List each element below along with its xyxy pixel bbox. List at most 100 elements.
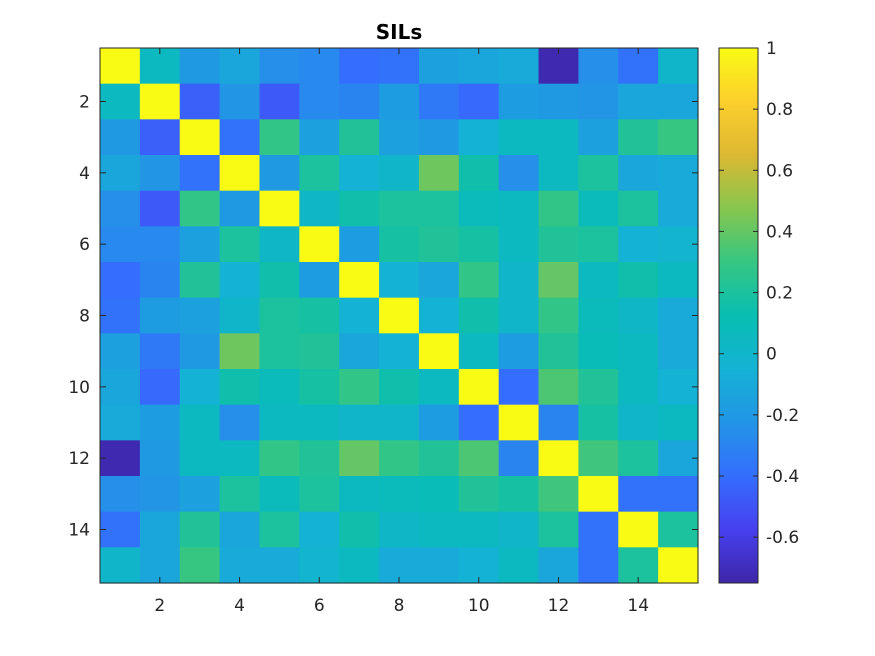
colorbar-tick-label: -0.2 — [766, 406, 799, 426]
heatmap-cell-r6-c13 — [578, 226, 619, 263]
y-tick-label: 14 — [68, 521, 90, 541]
heatmap-cell-r5-c13 — [578, 190, 619, 227]
heatmap-cell-r10-c2 — [139, 369, 181, 406]
heatmap-cell-r10-c12 — [538, 369, 579, 406]
heatmap-cell-r4-c13 — [578, 155, 619, 192]
heatmap-cell-r13-c2 — [139, 476, 181, 513]
heatmap-cell-r13-c3 — [179, 476, 221, 513]
heatmap-cell-r3-c11 — [498, 119, 540, 156]
heatmap-cell-r5-c14 — [618, 190, 659, 227]
heatmap-cell-r12-c1 — [100, 440, 141, 477]
heatmap-cell-r7-c12 — [538, 262, 579, 299]
heatmap-cell-r14-c5 — [259, 511, 300, 548]
heatmap-cell-r5-c4 — [219, 190, 261, 227]
heatmap-cell-r13-c9 — [418, 476, 460, 513]
y-tick-label: 12 — [68, 449, 90, 469]
heatmap-cell-r13-c15 — [658, 476, 699, 513]
heatmap-cell-r7-c9 — [418, 262, 460, 299]
heatmap-cell-r5-c8 — [379, 190, 420, 227]
heatmap-cell-r1-c8 — [379, 48, 420, 85]
heatmap-cell-r10-c4 — [219, 369, 261, 406]
heatmap-cell-r11-c13 — [578, 404, 619, 441]
heatmap-cell-r13-c7 — [339, 476, 380, 513]
heatmap-cell-r7-c13 — [578, 262, 619, 299]
heatmap-cell-r12-c8 — [379, 440, 420, 477]
heatmap-cell-r7-c2 — [139, 262, 181, 299]
heatmap-cell-r13-c14 — [618, 476, 659, 513]
heatmap-cell-r12-c3 — [179, 440, 221, 477]
heatmap-cell-r14-c8 — [379, 511, 420, 548]
heatmap-cell-r2-c14 — [618, 83, 659, 120]
x-tick-label: 4 — [234, 596, 245, 616]
heatmap-cell-r1-c13 — [578, 48, 619, 85]
heatmap-cell-r11-c10 — [458, 404, 500, 441]
heatmap-cell-r4-c5 — [259, 155, 300, 192]
heatmap-cell-r1-c11 — [498, 48, 540, 85]
chart-title: SILs — [376, 20, 423, 44]
heatmap-cell-r14-c9 — [418, 511, 460, 548]
heatmap-cell-r4-c8 — [379, 155, 420, 192]
heatmap-cell-r2-c8 — [379, 83, 420, 120]
heatmap-cell-r10-c11 — [498, 369, 540, 406]
heatmap-cell-r2-c13 — [578, 83, 619, 120]
heatmap-cell-r6-c2 — [139, 226, 181, 263]
heatmap-cell-r1-c10 — [458, 48, 500, 85]
heatmap-cell-r6-c9 — [418, 226, 460, 263]
heatmap-cell-r8-c2 — [139, 297, 181, 334]
heatmap-cell-r14-c12 — [538, 511, 579, 548]
heatmap-cell-r6-c10 — [458, 226, 500, 263]
heatmap-cell-r9-c11 — [498, 333, 540, 370]
heatmap-cell-r4-c10 — [458, 155, 500, 192]
heatmap-cell-r11-c14 — [618, 404, 659, 441]
heatmap-cell-r8-c12 — [538, 297, 579, 334]
heatmap-cell-r5-c1 — [100, 190, 141, 227]
x-tick-label: 8 — [394, 596, 405, 616]
heatmap-cell-r5-c3 — [179, 190, 221, 227]
heatmap-cell-r11-c4 — [219, 404, 261, 441]
heatmap-cell-r9-c8 — [379, 333, 420, 370]
heatmap-cell-r3-c1 — [100, 119, 141, 156]
heatmap-cell-r9-c6 — [299, 333, 340, 370]
heatmap-cell-r13-c13 — [578, 476, 619, 513]
heatmap-cell-r8-c1 — [100, 297, 141, 334]
y-tick-label: 8 — [79, 307, 90, 327]
heatmap-cell-r10-c5 — [259, 369, 300, 406]
heatmap-cell-r12-c4 — [219, 440, 261, 477]
heatmap-cell-r8-c11 — [498, 297, 540, 334]
heatmap-cell-r7-c11 — [498, 262, 540, 299]
heatmap-cell-r8-c5 — [259, 297, 300, 334]
heatmap-cell-r5-c2 — [139, 190, 181, 227]
heatmap-cell-r7-c4 — [219, 262, 261, 299]
heatmap-cell-r7-c8 — [379, 262, 420, 299]
colorbar-tick-label: 0.2 — [766, 284, 793, 304]
heatmap-cell-r14-c3 — [179, 511, 221, 548]
heatmap-cell-r4-c7 — [339, 155, 380, 192]
heatmap-cell-r9-c14 — [618, 333, 659, 370]
x-tick-label: 14 — [627, 596, 649, 616]
heatmap-cell-r10-c13 — [578, 369, 619, 406]
heatmap-cell-r2-c5 — [259, 83, 300, 120]
heatmap-cell-r2-c11 — [498, 83, 540, 120]
heatmap-cell-r3-c10 — [458, 119, 500, 156]
colorbar-tick-label: 0.4 — [766, 222, 793, 242]
heatmap-cell-r3-c4 — [219, 119, 261, 156]
heatmap-cell-r15-c1 — [100, 547, 141, 584]
heatmap-cell-r2-c7 — [339, 83, 380, 120]
heatmap-cell-r11-c8 — [379, 404, 420, 441]
heatmap-cell-r8-c4 — [219, 297, 261, 334]
heatmap-cell-r3-c2 — [139, 119, 181, 156]
x-axis-ticks: 2 4 6 8 10 12 14 — [154, 48, 649, 616]
heatmap-cell-r13-c6 — [299, 476, 340, 513]
heatmap-cell-r11-c5 — [259, 404, 300, 441]
heatmap-cell-r3-c5 — [259, 119, 300, 156]
colorbar-tick-label: 0.8 — [766, 100, 793, 120]
heatmap-cell-r1-c14 — [618, 48, 659, 85]
colorbar — [718, 47, 759, 584]
heatmap-cell-r12-c11 — [498, 440, 540, 477]
heatmap-cell-r11-c6 — [299, 404, 340, 441]
heatmap-cell-r13-c8 — [379, 476, 420, 513]
heatmap-cell-r1-c3 — [179, 48, 221, 85]
heatmap-cell-r9-c4 — [219, 333, 261, 370]
heatmap-cell-r10-c1 — [100, 369, 141, 406]
